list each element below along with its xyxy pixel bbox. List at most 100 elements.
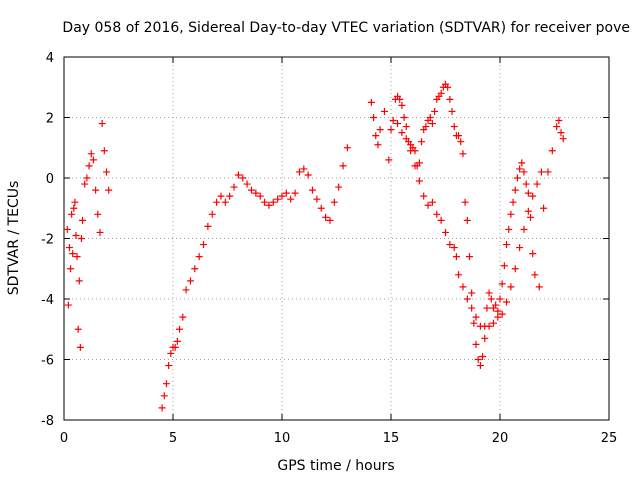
data-point xyxy=(461,198,469,206)
data-point xyxy=(459,283,467,291)
data-point xyxy=(492,301,500,309)
data-point xyxy=(540,204,548,212)
data-point xyxy=(372,132,380,140)
data-point xyxy=(278,192,286,200)
data-point xyxy=(70,204,78,212)
data-point xyxy=(274,195,282,203)
data-point xyxy=(496,295,504,303)
data-point xyxy=(524,207,532,215)
data-point xyxy=(295,168,303,176)
data-point xyxy=(265,201,273,209)
data-point xyxy=(535,283,543,291)
data-point xyxy=(98,120,106,128)
data-point xyxy=(503,241,511,249)
x-tick-labels: 0 5 10 15 20 25 xyxy=(60,431,617,446)
data-point xyxy=(94,210,102,218)
data-point xyxy=(287,195,295,203)
data-point xyxy=(291,189,299,197)
data-point xyxy=(450,244,458,252)
data-point xyxy=(455,271,463,279)
data-point xyxy=(455,132,463,140)
data-point xyxy=(380,107,388,115)
data-point xyxy=(313,195,321,203)
data-point xyxy=(557,129,565,137)
data-point xyxy=(509,198,517,206)
data-point xyxy=(176,325,184,333)
data-point xyxy=(487,295,495,303)
data-point xyxy=(437,89,445,97)
y-tick-label: -2 xyxy=(41,233,54,248)
data-point xyxy=(230,183,238,191)
y-tick-labels: -8 -6 -4 -2 0 2 4 xyxy=(41,51,54,429)
data-point xyxy=(516,244,524,252)
data-point xyxy=(269,198,277,206)
data-point xyxy=(513,174,521,182)
data-point xyxy=(524,189,532,197)
data-point xyxy=(72,231,80,239)
data-point xyxy=(520,225,528,233)
data-point xyxy=(167,349,175,357)
data-point xyxy=(64,301,72,309)
data-point xyxy=(485,289,493,297)
data-point xyxy=(398,101,406,109)
data-point xyxy=(247,186,255,194)
data-point xyxy=(89,156,97,164)
data-point xyxy=(531,271,539,279)
data-point xyxy=(100,147,108,155)
data-point xyxy=(300,165,308,173)
data-point xyxy=(165,362,173,370)
y-axis-label: SDTVAR / TECUs xyxy=(6,181,22,296)
data-point xyxy=(511,186,519,194)
data-point xyxy=(437,216,445,224)
data-point xyxy=(204,222,212,230)
data-point xyxy=(529,250,537,258)
x-tick-label: 5 xyxy=(169,431,177,446)
data-point xyxy=(96,228,104,236)
data-point xyxy=(407,147,415,155)
data-point xyxy=(367,98,375,106)
grid xyxy=(64,57,609,420)
data-point xyxy=(489,319,497,327)
data-point xyxy=(520,168,528,176)
data-point xyxy=(282,189,290,197)
data-point xyxy=(103,168,111,176)
data-point xyxy=(465,253,473,261)
data-point xyxy=(426,114,434,121)
data-point xyxy=(463,216,471,224)
data-point xyxy=(83,174,91,182)
data-point xyxy=(505,225,513,233)
data-point xyxy=(428,198,436,206)
data-point xyxy=(71,198,79,206)
data-point xyxy=(420,192,428,200)
data-point xyxy=(418,138,426,146)
data-point xyxy=(457,138,465,146)
data-point xyxy=(252,189,260,197)
y-tick-label: 0 xyxy=(46,172,54,187)
data-point xyxy=(370,114,378,121)
data-point xyxy=(450,123,458,131)
data-point xyxy=(472,340,480,348)
data-point xyxy=(411,162,419,170)
data-point xyxy=(511,265,519,273)
data-point xyxy=(200,241,208,249)
data-point xyxy=(507,210,515,218)
data-point xyxy=(186,277,194,285)
data-point xyxy=(470,319,478,327)
data-point xyxy=(239,174,247,182)
data-point xyxy=(548,147,556,155)
data-point xyxy=(77,235,85,242)
data-point xyxy=(415,159,423,167)
data-point xyxy=(256,192,264,200)
data-point xyxy=(158,404,166,412)
data-point xyxy=(76,343,84,351)
data-point xyxy=(468,289,476,297)
x-tick-label: 25 xyxy=(601,431,618,446)
data-point xyxy=(63,225,71,233)
data-point xyxy=(67,265,75,273)
y-tick-label: -6 xyxy=(41,354,54,369)
data-point xyxy=(221,198,229,206)
data-point xyxy=(162,380,170,388)
data-point xyxy=(322,213,330,221)
data-point xyxy=(422,123,430,131)
